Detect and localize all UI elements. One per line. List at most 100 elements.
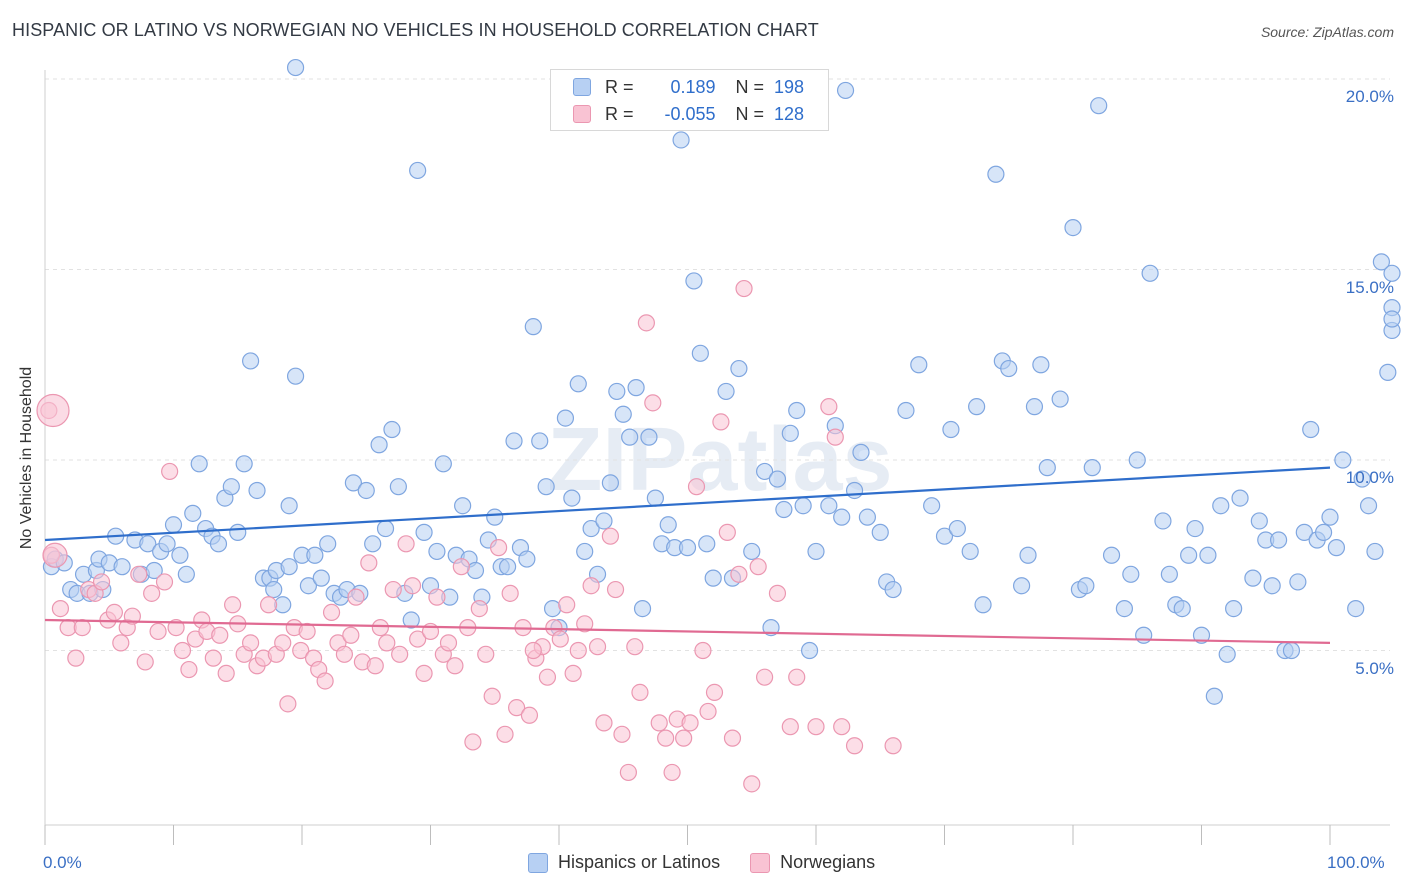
point-hispanic: [608, 382, 626, 401]
point-hispanic: [910, 356, 928, 374]
point-norwegian: [826, 428, 844, 446]
point-norwegian: [807, 718, 825, 736]
stats-box: R = 0.189 N = 198 R = -0.055 N = 128: [550, 69, 829, 131]
point-hispanic: [961, 542, 979, 561]
point-hispanic: [248, 481, 266, 500]
legend-item-hispanic[interactable]: Hispanics or Latinos: [528, 852, 720, 873]
legend-swatch-hispanic: [528, 852, 548, 873]
point-norwegian: [446, 657, 464, 675]
point-hispanic: [1135, 626, 1153, 644]
point-norwegian: [112, 634, 130, 652]
point-hispanic: [569, 375, 587, 393]
trend-line-hispanic: [44, 466, 1331, 542]
point-hispanic: [768, 470, 787, 488]
point-hispanic: [884, 580, 902, 599]
point-hispanic: [209, 535, 228, 553]
n-value: 128: [774, 103, 805, 124]
point-norwegian: [73, 619, 91, 637]
point-hispanic: [357, 481, 375, 500]
point-hispanic: [595, 512, 613, 530]
point-hispanic: [1347, 599, 1365, 618]
point-hispanic: [833, 508, 851, 526]
point-hispanic: [788, 401, 806, 420]
point-hispanic: [235, 455, 253, 473]
point-norwegian: [884, 737, 902, 755]
point-norwegian-large: [36, 393, 70, 428]
point-norwegian: [347, 588, 365, 606]
point-hispanic: [409, 161, 427, 180]
point-norwegian: [663, 763, 681, 782]
point-hispanic: [942, 420, 960, 439]
point-hispanic: [1379, 363, 1397, 381]
point-norwegian: [845, 737, 864, 755]
point-hispanic: [923, 497, 941, 515]
x-tick-label-max: 100.0%: [1327, 853, 1385, 872]
point-hispanic: [730, 359, 748, 378]
point-hispanic: [531, 432, 549, 450]
point-hispanic: [1383, 310, 1401, 328]
point-norwegian: [143, 584, 161, 602]
point-hispanic: [794, 497, 812, 515]
point-hispanic: [762, 619, 780, 637]
legend-item-norwegian[interactable]: Norwegians: [750, 852, 875, 873]
point-hispanic: [177, 565, 195, 583]
point-hispanic: [1372, 253, 1391, 271]
point-norwegian: [644, 394, 662, 412]
point-hispanic: [1218, 645, 1236, 663]
point-hispanic: [364, 535, 382, 553]
point-hispanic: [807, 542, 825, 561]
point-hispanic: [190, 455, 208, 473]
point-norwegian: [687, 478, 706, 496]
point-norwegian: [384, 580, 402, 599]
point-hispanic: [543, 599, 562, 618]
point-hispanic: [717, 382, 735, 401]
point-hispanic: [871, 523, 889, 541]
point-norwegian: [161, 462, 179, 481]
point-norwegian: [92, 573, 111, 591]
point-hispanic: [659, 516, 677, 534]
point-hispanic: [845, 481, 864, 500]
point-norwegian: [735, 279, 753, 298]
legend: Hispanics or Latinos Norwegians: [528, 852, 905, 873]
point-hispanic: [1051, 390, 1069, 408]
point-norwegian: [520, 706, 539, 724]
point-norwegian: [483, 687, 501, 705]
point-norwegian: [723, 729, 742, 747]
point-norwegian: [464, 733, 482, 751]
point-hispanic: [1064, 218, 1082, 237]
point-norwegian: [743, 775, 761, 793]
point-hispanic: [672, 131, 690, 149]
point-norwegian: [681, 714, 699, 732]
point-norwegian: [371, 619, 389, 637]
n-value: 198: [774, 76, 805, 97]
point-hispanic: [1115, 599, 1134, 618]
point-hispanic: [691, 344, 709, 362]
point-norwegian: [496, 725, 514, 743]
point-norwegian: [360, 554, 378, 572]
point-norwegian-large: [42, 542, 68, 568]
point-norwegian: [173, 641, 192, 660]
point-hispanic: [1295, 523, 1313, 541]
point-hispanic: [454, 497, 472, 515]
point-hispanic: [1244, 569, 1262, 587]
point-norwegian: [397, 535, 415, 553]
point-hispanic: [1321, 508, 1339, 526]
point-hispanic: [428, 542, 446, 561]
point-hispanic: [1038, 459, 1056, 477]
point-norwegian: [551, 630, 569, 648]
point-hispanic: [704, 569, 722, 587]
point-hispanic: [1282, 641, 1301, 660]
point-norwegian: [781, 718, 799, 736]
point-hispanic: [222, 478, 240, 496]
point-norwegian: [242, 634, 260, 652]
point-norwegian: [470, 599, 488, 618]
point-hispanic: [685, 272, 703, 290]
point-norwegian: [694, 641, 712, 660]
point-norwegian: [279, 695, 297, 713]
point-norwegian: [730, 565, 748, 583]
point-hispanic: [563, 489, 581, 507]
point-hispanic: [1000, 359, 1018, 378]
point-hispanic: [820, 497, 838, 515]
n-label: N =: [735, 103, 765, 124]
